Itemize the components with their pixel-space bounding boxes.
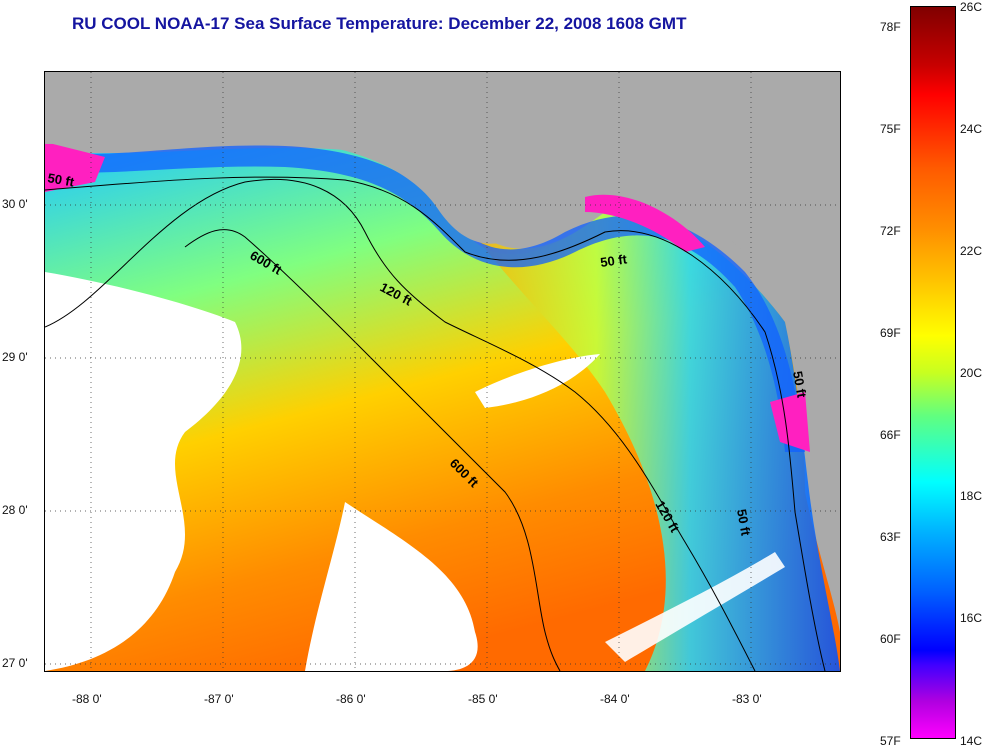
colorbar-fahrenheit-label: 60F — [880, 632, 901, 646]
cloud-streak — [475, 354, 600, 408]
sst-map[interactable]: 50 ft 120 ft 600 ft 600 ft 50 ft 120 ft … — [44, 71, 841, 672]
colorbar-celsius-label: 16C — [960, 611, 983, 625]
land-north — [45, 72, 840, 412]
land-east — [815, 412, 840, 592]
colorbar-fahrenheit-label: 69F — [880, 326, 901, 340]
colorbar-fahrenheit-label: 75F — [880, 122, 901, 136]
colorbar-fahrenheit-label: 66F — [880, 428, 901, 442]
cloud-streak-southeast — [605, 552, 785, 662]
eastern-shelf — [465, 210, 840, 671]
colorbar-celsius-label: 18C — [960, 489, 983, 503]
cloud-cover-south — [305, 502, 478, 671]
lat-label-27: 27 0' — [2, 656, 28, 670]
contour-600ft — [184, 229, 561, 671]
lat-label-30: 30 0' — [2, 197, 28, 211]
contour-label: 50 ft — [599, 251, 628, 270]
lat-label-28: 28 0' — [2, 503, 28, 517]
nearshore-cold-band — [45, 145, 805, 452]
contour-label: 50 ft — [46, 170, 76, 190]
lon-label-87: -87 0' — [204, 692, 234, 706]
lon-label-85: -85 0' — [468, 692, 498, 706]
contour-120ft — [45, 178, 756, 671]
sst-map-canvas: 50 ft 120 ft 600 ft 600 ft 50 ft 120 ft … — [45, 72, 840, 671]
lat-label-29: 29 0' — [2, 350, 28, 364]
contour-label: 50 ft — [734, 508, 754, 538]
lon-label-86: -86 0' — [336, 692, 366, 706]
contour-label: 50 ft — [790, 370, 810, 400]
cold-patch-east — [585, 194, 705, 252]
colorbar-fahrenheit-label: 57F — [880, 734, 901, 748]
cold-patch-southeast — [770, 392, 810, 452]
colorbar-fahrenheit-label: 78F — [880, 20, 901, 34]
colorbar-celsius-label: 22C — [960, 244, 983, 258]
colorbar-fahrenheit-label: 63F — [880, 530, 901, 544]
contour-50ft-west — [45, 176, 826, 671]
cold-patch-west — [45, 142, 105, 192]
temperature-colorbar — [910, 6, 956, 739]
cloud-cover-west — [45, 272, 242, 671]
colorbar-fahrenheit-label: 72F — [880, 224, 901, 238]
colorbar-celsius-label: 24C — [960, 122, 983, 136]
map-title: RU COOL NOAA-17 Sea Surface Temperature:… — [72, 14, 687, 33]
lon-label-83: -83 0' — [732, 692, 762, 706]
lon-label-84: -84 0' — [600, 692, 630, 706]
colorbar-celsius-label: 26C — [960, 0, 983, 14]
lon-label-88: -88 0' — [72, 692, 102, 706]
colorbar-celsius-label: 14C — [960, 734, 983, 748]
colorbar-celsius-label: 20C — [960, 366, 983, 380]
